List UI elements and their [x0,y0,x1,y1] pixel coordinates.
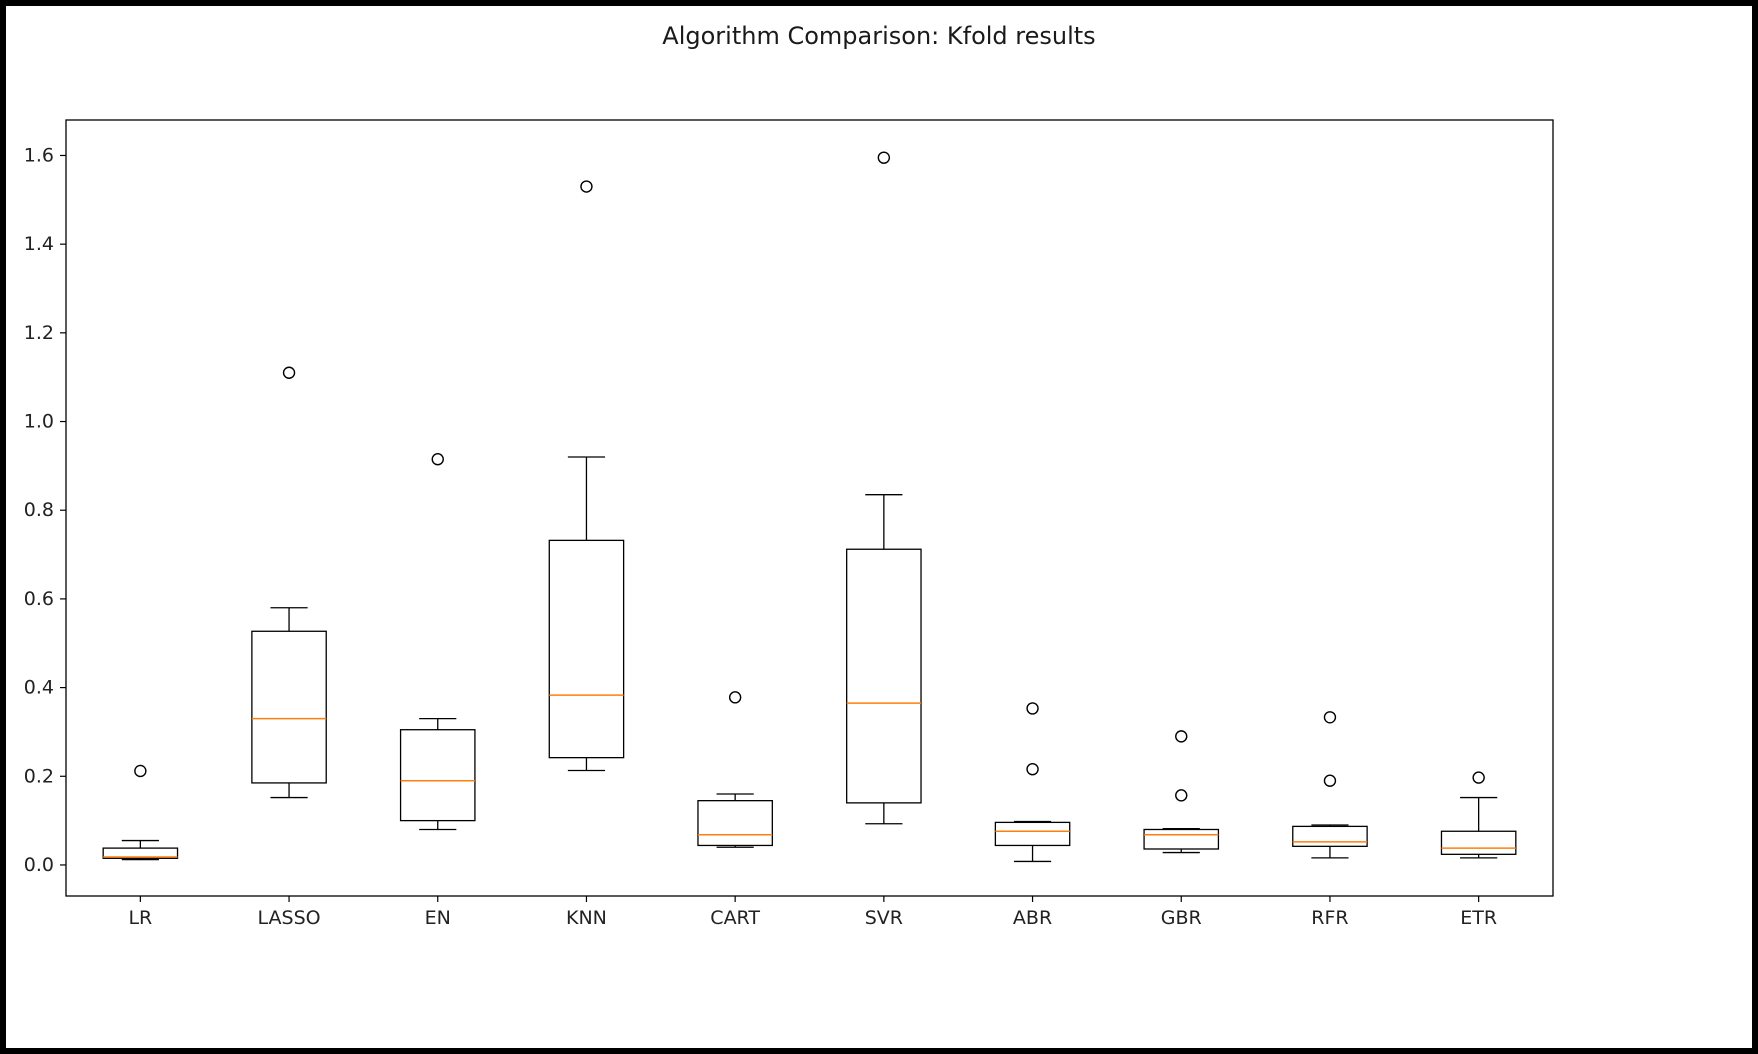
box-group-svr [846,151,922,825]
box [251,630,327,784]
outlier-point [1323,711,1337,724]
box [994,821,1071,847]
outlier-point [580,180,593,193]
x-tick-label: EN [425,907,451,929]
box [102,847,179,859]
outlier-point [728,691,742,704]
axes: 0.0 0.2 0.4 0.6 0.8 1.0 1.2 1.4 1.6 LR LASSO EN KNN C… [24,119,1554,929]
box [697,800,773,847]
box-group-lasso [251,366,327,799]
box-group-en [399,453,476,831]
plot-marks [102,151,1517,863]
x-tick-label: ETR [1460,907,1497,929]
x-tick-label: KNN [566,907,607,929]
box [548,539,625,759]
y-tick-label: 0.0 [24,854,54,876]
outlier-point [1175,730,1188,743]
y-tick-label: 0.6 [24,588,54,610]
outlier-point [431,453,444,466]
box-group-abr [994,702,1071,863]
box-plot: 0.0 0.2 0.4 0.6 0.8 1.0 1.2 1.4 1.6 LR LASSO EN KNN C… [24,119,1554,929]
outlier-point [1175,789,1188,802]
x-tick-label: LR [128,907,152,929]
y-tick-label: 0.2 [24,765,54,787]
box [846,548,922,804]
x-tick-label: RFR [1311,907,1348,929]
box-group-lr [102,764,179,861]
box [1292,825,1368,847]
y-tick-label: 1.6 [24,144,54,166]
y-tick-label: 1.0 [24,411,54,433]
y-tick-label: 0.4 [24,677,54,699]
outlier-point [134,764,147,778]
box [1143,828,1220,850]
outlier-point [282,366,296,379]
outlier-point [1026,702,1039,715]
chart-title: Algorithm Comparison: Kfold results [662,22,1096,50]
axes-frame [65,119,1554,897]
figure: Algorithm Comparison: Kfold results 0.0 0… [6,6,1752,1048]
x-tick-label: ABR [1013,907,1052,929]
box-group-rfr [1292,711,1368,859]
box [399,729,476,822]
x-tick-label: CART [710,907,760,929]
outlier-point [1472,771,1485,784]
box-group-etr [1440,771,1517,859]
outlier-point [1026,762,1039,776]
x-tick-label: GBR [1161,907,1202,929]
x-tick-label: SVR [865,907,903,929]
y-tick-label: 0.8 [24,499,54,521]
box-group-gbr [1143,730,1220,854]
y-tick-label: 1.4 [24,233,54,255]
box [1440,830,1517,855]
outlier-point [877,151,891,164]
box-group-cart [697,691,773,848]
y-tick-label: 1.2 [24,322,54,344]
outlier-point [1323,774,1337,787]
x-tick-label: LASSO [257,907,320,929]
box-group-knn [548,180,625,772]
